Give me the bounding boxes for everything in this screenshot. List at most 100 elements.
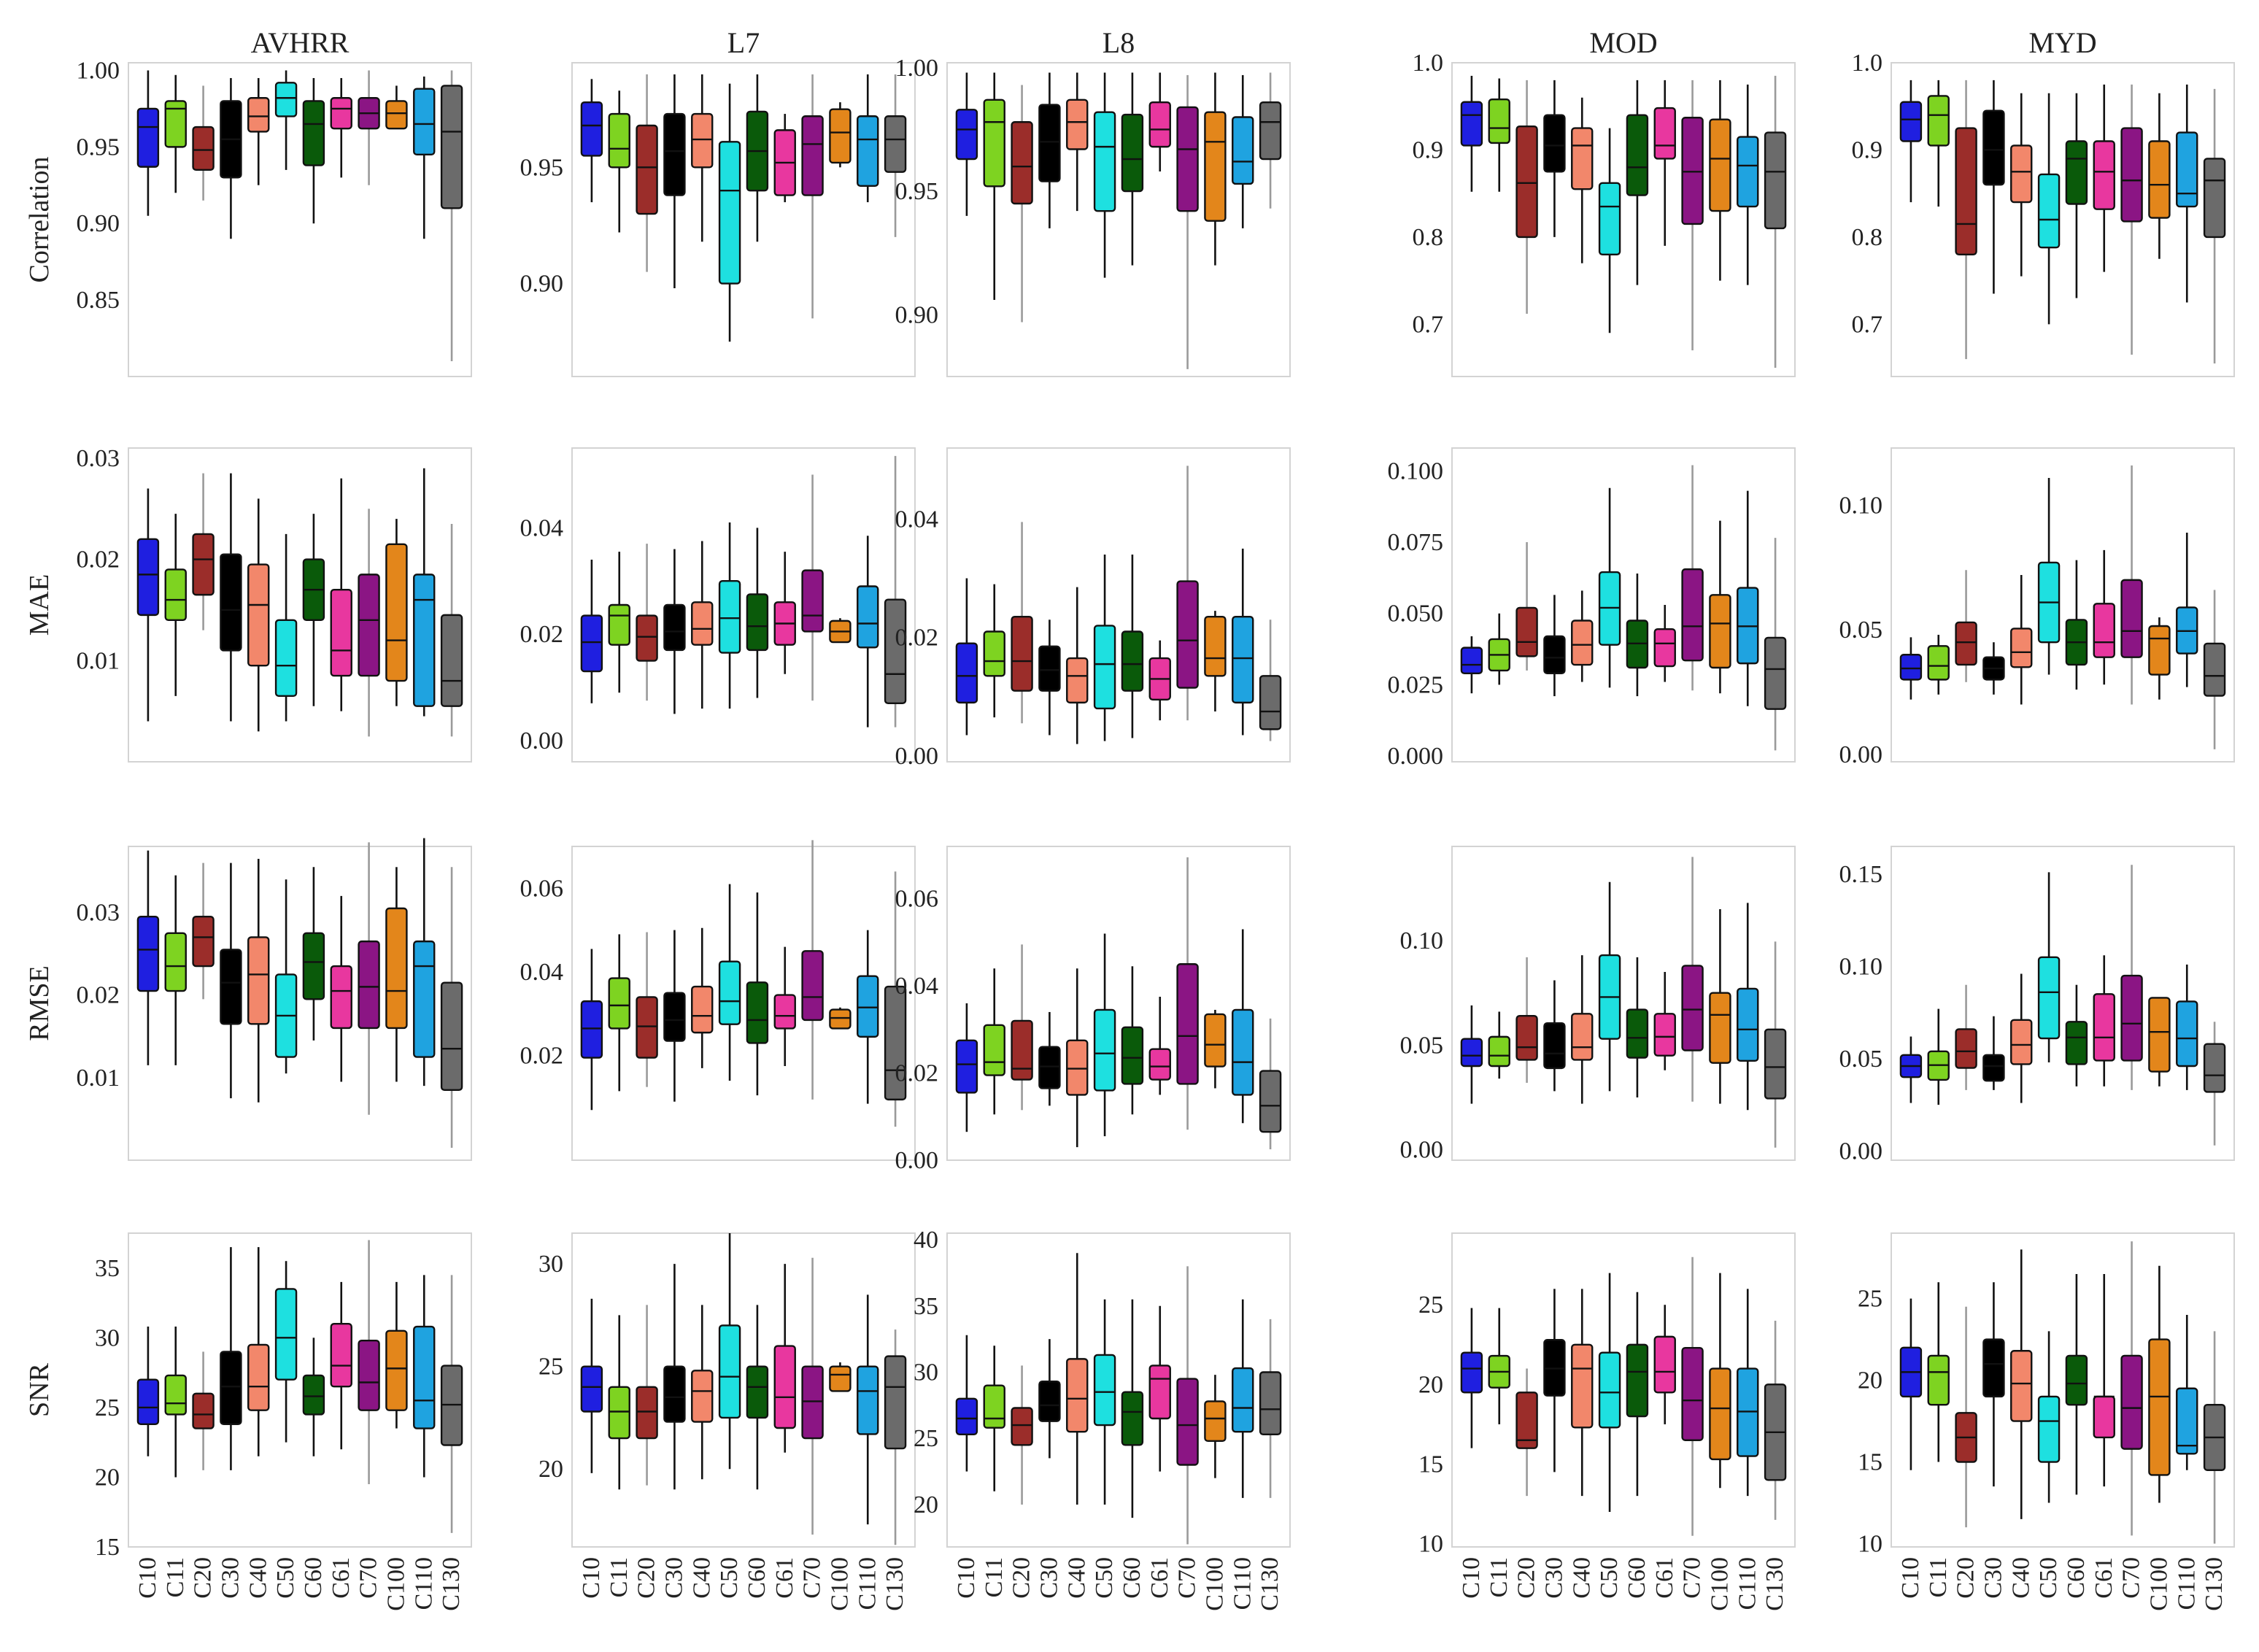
box-body	[1204, 111, 1227, 222]
x-tick-label-c130: C130	[1256, 1557, 1283, 1611]
box-c70	[1176, 466, 1199, 721]
box-c30	[1038, 72, 1061, 228]
box-c40	[2010, 93, 2033, 277]
box-c50	[274, 533, 298, 722]
box-c130	[884, 1329, 907, 1545]
box-c50	[1093, 933, 1116, 1137]
x-tick-label-c20: C20	[1513, 1557, 1540, 1599]
box-c110	[2176, 533, 2198, 687]
box-body	[983, 99, 1005, 188]
box-c20	[1011, 522, 1033, 724]
box-body	[385, 543, 408, 682]
box-body	[857, 115, 879, 188]
box-body	[1543, 635, 1566, 675]
y-tick-label: 0.025	[1388, 671, 1444, 698]
box-body	[1515, 1014, 1538, 1061]
box-c40	[1066, 72, 1089, 212]
box-c50	[1598, 487, 1621, 688]
y-tick-label: 25	[95, 1394, 120, 1421]
box-c130	[1764, 538, 1787, 751]
x-tick-label-c50: C50	[716, 1557, 743, 1599]
box-c20	[192, 1351, 215, 1470]
box-c40	[1571, 1289, 1594, 1497]
y-tick-label: 20	[95, 1464, 120, 1491]
box-body	[358, 574, 380, 677]
box-body	[1571, 1013, 1594, 1061]
box-body	[718, 960, 741, 1025]
box-c20	[1955, 80, 1977, 360]
box-c40	[2010, 973, 2033, 1103]
x-tick-label-c70: C70	[355, 1557, 382, 1599]
box-c110	[857, 930, 879, 1104]
y-tick-label: 0.02	[895, 1060, 939, 1087]
box-c40	[2010, 1249, 2033, 1519]
box-body	[164, 932, 187, 992]
box-body	[746, 1365, 769, 1419]
y-tick-label: 40	[914, 1227, 938, 1254]
box-body	[1488, 1035, 1510, 1068]
x-tick-label-c40: C40	[688, 1557, 715, 1599]
box-c60	[2065, 93, 2088, 298]
x-tick-label-c110: C110	[2173, 1557, 2200, 1610]
box-body	[1598, 1351, 1621, 1429]
x-tick-label-c100: C100	[1706, 1557, 1733, 1611]
box-c30	[1543, 595, 1566, 697]
y-tick-label: 0.85	[77, 287, 120, 314]
y-tick-label: 0.05	[1839, 617, 1883, 644]
box-c61	[1653, 972, 1676, 1070]
box-body	[330, 965, 352, 1030]
box-body	[2010, 1019, 2033, 1065]
x-tick-label-c100: C100	[1201, 1557, 1228, 1611]
box-body	[636, 124, 658, 215]
box-c70	[1681, 465, 1704, 691]
x-tick-label-c130: C130	[438, 1557, 465, 1611]
y-tick-label: 0.000	[1388, 743, 1444, 770]
box-c110	[2176, 84, 2198, 303]
y-tick-label: 0.02	[77, 982, 120, 1009]
box-c10	[136, 1327, 160, 1456]
x-tick-label-c20: C20	[1008, 1557, 1035, 1599]
box-body	[2093, 1395, 2115, 1439]
box-body	[1488, 98, 1510, 144]
panel-mae-mod: 0.000 0.025 0.050 0.075 0.100	[1388, 447, 1796, 770]
box-c110	[1737, 490, 1759, 706]
column-title-myd: MYD	[2028, 26, 2096, 59]
panel-frame	[1891, 62, 2235, 377]
box-body	[884, 115, 907, 173]
box-body	[983, 1384, 1005, 1429]
x-tick-label-c110: C110	[854, 1557, 881, 1610]
box-body	[1927, 1354, 1950, 1406]
box-body	[1038, 1046, 1061, 1089]
box-c61	[1148, 640, 1171, 721]
box-body	[274, 82, 298, 117]
y-tick-label: 0.8	[1413, 224, 1444, 251]
x-tick-label-c60: C60	[300, 1557, 327, 1599]
box-body	[2065, 140, 2088, 205]
box-c70	[2120, 1241, 2143, 1536]
x-tick-label-c100: C100	[826, 1557, 853, 1611]
box-body	[955, 642, 978, 704]
box-c11	[608, 552, 630, 693]
box-body	[2037, 1395, 2061, 1463]
box-c130	[1764, 1321, 1787, 1520]
x-tick-label-c11: C11	[606, 1557, 633, 1597]
box-c10	[955, 72, 978, 216]
box-c40	[247, 1247, 270, 1456]
box-c130	[440, 1275, 463, 1533]
x-tick-label-c50: C50	[1596, 1557, 1623, 1599]
box-c10	[1460, 75, 1483, 192]
y-tick-label: 1.0	[1413, 50, 1444, 77]
panel-frame	[1451, 846, 1796, 1161]
box-c110	[2176, 1314, 2198, 1470]
box-c100	[1204, 611, 1227, 712]
box-body	[1259, 1371, 1282, 1435]
box-body	[2203, 1043, 2226, 1093]
y-tick-label: 15	[95, 1534, 120, 1561]
box-body	[1709, 594, 1731, 669]
box-c100	[2148, 1265, 2171, 1503]
box-body	[247, 97, 270, 133]
box-body	[1093, 1354, 1116, 1427]
box-body	[2120, 579, 2143, 658]
